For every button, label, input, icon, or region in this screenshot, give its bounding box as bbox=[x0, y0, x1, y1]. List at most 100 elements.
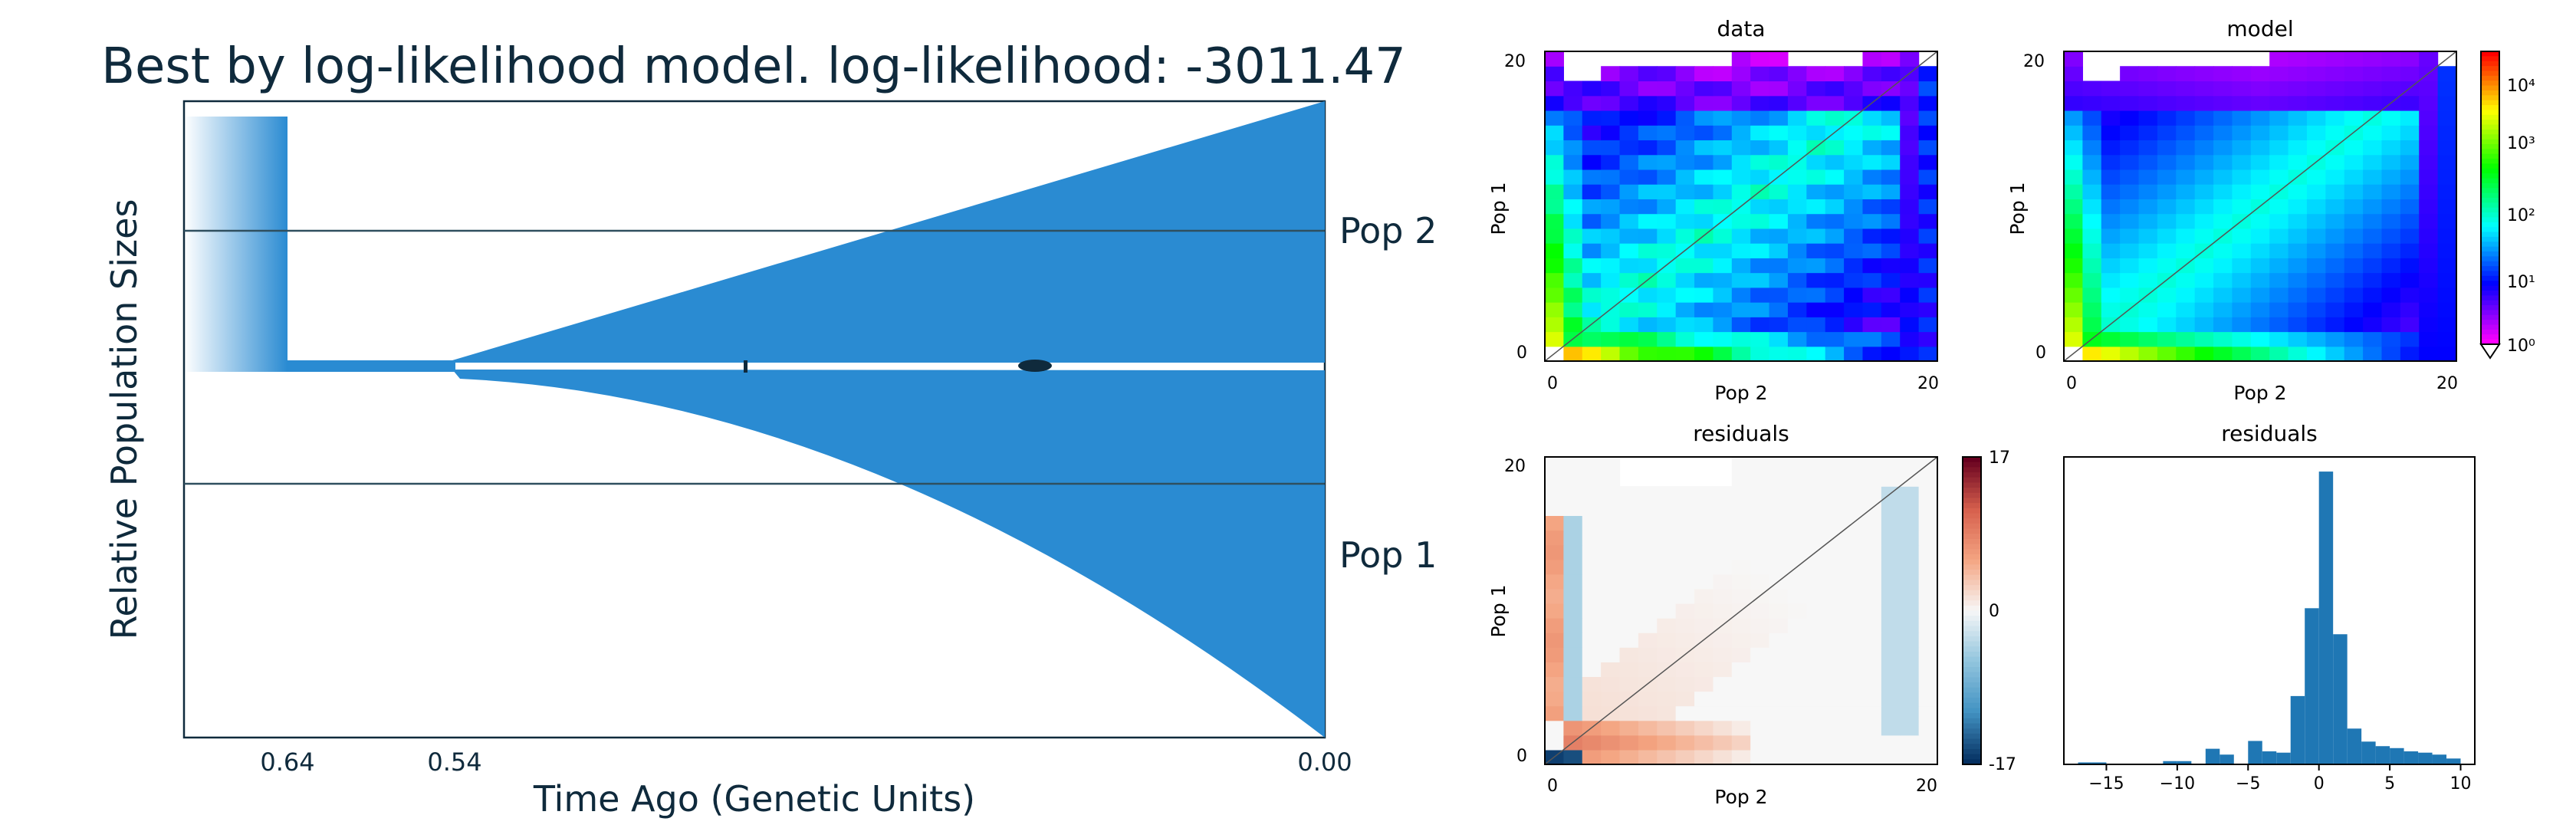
residual-heatmap-cell bbox=[1806, 573, 1826, 590]
model-heatmap-cell bbox=[2232, 66, 2252, 82]
residual-heatmap-cell bbox=[1582, 734, 1602, 751]
data-heatmap-cell bbox=[1638, 287, 1658, 303]
data-heatmap-cell bbox=[1918, 184, 1938, 199]
data-heatmap-cell bbox=[1582, 258, 1602, 274]
data-heatmap-cell bbox=[1601, 169, 1621, 185]
data-heatmap-cell bbox=[1825, 228, 1845, 244]
log-colorbar-segment bbox=[2481, 310, 2499, 316]
residual-heatmap-cell bbox=[1675, 705, 1695, 721]
model-heatmap-cell bbox=[2288, 125, 2308, 141]
data-heatmap-cell bbox=[1563, 258, 1583, 274]
model-heatmap-cell bbox=[2269, 125, 2289, 141]
residual-heatmap-cell bbox=[1862, 647, 1882, 662]
residual-heatmap-cell bbox=[1545, 472, 1564, 487]
data-heatmap-diagonal bbox=[1544, 51, 1938, 362]
residual-heatmap-cell bbox=[1825, 603, 1845, 619]
log-colorbar-segment bbox=[2481, 329, 2499, 335]
residual-heatmap-cell bbox=[1619, 676, 1639, 692]
model-heatmap-cell bbox=[2213, 258, 2233, 274]
residual-heatmap-cell bbox=[1675, 720, 1695, 736]
model-heatmap-cell bbox=[2157, 125, 2177, 141]
histogram-bar bbox=[2091, 762, 2107, 764]
residual-colorbar-segment bbox=[1963, 538, 1981, 545]
model-heatmap-cell bbox=[2213, 199, 2233, 215]
model-heatmap-cell bbox=[2138, 302, 2158, 317]
histogram-bar bbox=[2432, 754, 2447, 764]
model-heatmap-cell bbox=[2176, 243, 2196, 258]
residual-colorbar-segment bbox=[1963, 488, 1981, 494]
data-heatmap-cell bbox=[1787, 243, 1807, 258]
model-heatmap-cell bbox=[2120, 184, 2140, 199]
residual-heatmap-cell bbox=[1750, 457, 1770, 472]
data-heatmap-cell bbox=[1713, 66, 1733, 82]
data-heatmap-cell bbox=[1787, 213, 1807, 229]
log-colorbar-tick-3: 10³ bbox=[2507, 134, 2535, 153]
model-heatmap-cell bbox=[2120, 80, 2140, 97]
model-heatmap-cell bbox=[2269, 66, 2289, 82]
residual-heatmap-cell bbox=[1900, 691, 1920, 707]
data-heatmap-cell bbox=[1545, 125, 1564, 141]
residual-heatmap-cell bbox=[1900, 662, 1920, 678]
residual-heatmap-xlabel: Pop 2 bbox=[1714, 786, 1767, 808]
residual-heatmap-cell bbox=[1900, 588, 1920, 604]
model-heatmap-cell bbox=[2194, 169, 2214, 185]
data-heatmap-cell bbox=[1582, 199, 1602, 215]
log-colorbar-segment bbox=[2481, 120, 2499, 125]
model-heatmap-cell bbox=[2325, 228, 2345, 244]
model-heatmap-cell bbox=[2288, 287, 2308, 303]
model-heatmap-cell bbox=[2101, 213, 2121, 229]
residual-colorbar-segment bbox=[1963, 631, 1981, 637]
residual-heatmap-cell bbox=[1545, 618, 1564, 633]
data-heatmap-xtick-20: 20 bbox=[1917, 374, 1939, 393]
residual-heatmap-cell bbox=[1825, 501, 1845, 516]
data-heatmap-cell bbox=[1731, 169, 1751, 185]
model-heatmap-cell bbox=[2381, 184, 2401, 199]
data-heatmap-cell bbox=[1657, 213, 1677, 229]
residual-heatmap-cell bbox=[1806, 618, 1826, 633]
data-heatmap-cell bbox=[1657, 66, 1677, 82]
data-heatmap-cell bbox=[1675, 80, 1695, 97]
residual-heatmap-cell bbox=[1545, 588, 1564, 604]
data-heatmap-cell bbox=[1657, 80, 1677, 97]
residual-heatmap-cell bbox=[1713, 486, 1733, 501]
residual-heatmap-cell bbox=[1806, 662, 1826, 678]
residual-heatmap-cell bbox=[1918, 632, 1938, 648]
model-heatmap-cell bbox=[2232, 258, 2252, 274]
residual-heatmap-cell bbox=[1844, 501, 1864, 516]
data-heatmap-cell bbox=[1545, 154, 1564, 170]
residual-heatmap-cell bbox=[1563, 486, 1583, 501]
model-heatmap-cell bbox=[2419, 184, 2439, 199]
data-heatmap-cell bbox=[1881, 331, 1901, 347]
residual-heatmap-cell bbox=[1750, 603, 1770, 619]
model-heatmap-cell bbox=[2213, 346, 2233, 362]
history-xtick-0.54: 0.54 bbox=[427, 748, 481, 777]
residual-heatmap-cell bbox=[1619, 705, 1639, 721]
model-heatmap-cell bbox=[2269, 95, 2289, 111]
residual-heatmap-cell bbox=[1900, 720, 1920, 736]
model-heatmap-cell bbox=[2082, 317, 2102, 333]
data-heatmap-cell bbox=[1825, 287, 1845, 303]
residual-heatmap-cell bbox=[1545, 647, 1564, 662]
residual-colorbar-segment bbox=[1963, 620, 1981, 627]
residual-heatmap-cell bbox=[1844, 691, 1864, 707]
residual-colorbar-segment bbox=[1963, 457, 1981, 463]
model-heatmap-cell bbox=[2101, 140, 2121, 156]
data-heatmap-cell bbox=[1900, 154, 1920, 170]
data-heatmap-cell bbox=[1862, 110, 1882, 126]
residual-heatmap-cell bbox=[1787, 720, 1807, 736]
data-heatmap-cell bbox=[1806, 199, 1826, 215]
model-heatmap-cell bbox=[2400, 346, 2420, 362]
data-heatmap-cell bbox=[1563, 272, 1583, 288]
residual-colorbar-segment bbox=[1963, 492, 1981, 498]
model-heatmap-cell bbox=[2363, 258, 2383, 274]
residual-heatmap-cell bbox=[1862, 749, 1882, 765]
data-heatmap-cell bbox=[1601, 66, 1621, 82]
model-heatmap-cell bbox=[2269, 51, 2289, 67]
data-heatmap-cell bbox=[1675, 110, 1695, 126]
residual-heatmap-cell bbox=[1844, 603, 1864, 619]
data-heatmap-cell bbox=[1918, 154, 1938, 170]
residual-heatmap-cell bbox=[1675, 515, 1695, 531]
model-heatmap-cell bbox=[2400, 110, 2420, 126]
data-heatmap-cell bbox=[1563, 110, 1583, 126]
model-heatmap-cell bbox=[2194, 302, 2214, 317]
